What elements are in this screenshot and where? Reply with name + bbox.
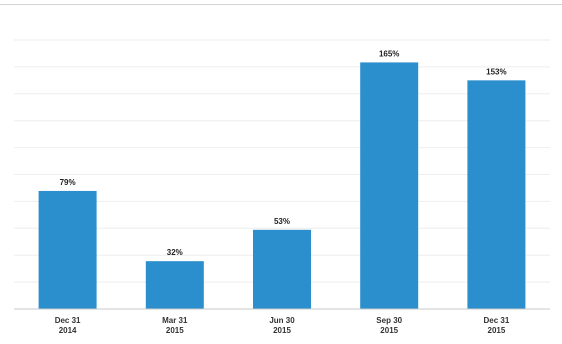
x-tick-label-line: Sep 30 [376, 316, 402, 325]
x-tick-label-line: 2015 [488, 326, 506, 335]
data-label-4: 153% [486, 67, 506, 76]
data-label-1: 32% [167, 248, 183, 257]
x-tick-label-line: 2015 [166, 326, 184, 335]
x-tick-label-line: Jun 30 [269, 316, 295, 325]
x-tick-label-2: Jun 30 2015 [269, 316, 295, 335]
bar-2 [253, 229, 311, 309]
x-tick-label-line: 2015 [273, 326, 291, 335]
bar-4 [467, 80, 526, 309]
x-tick-label-line: Dec 31 [55, 316, 81, 325]
bar-3 [360, 62, 419, 309]
data-labels: 79% 32% 53% 165% 153% [60, 49, 507, 257]
bar-0 [38, 190, 97, 309]
bars [38, 62, 526, 309]
x-tick-label-1: Mar 31 2015 [162, 316, 188, 335]
data-label-0: 79% [60, 178, 76, 187]
x-tick-label-line: Mar 31 [162, 316, 188, 325]
x-tick-label-line: Dec 31 [484, 316, 510, 325]
x-tick-label-3: Sep 30 2015 [376, 316, 402, 335]
top-divider [0, 4, 562, 5]
data-label-3: 165% [379, 49, 399, 58]
bar-1 [145, 261, 204, 309]
x-tick-label-line: 2014 [59, 326, 77, 335]
x-tick-label-0: Dec 31 2014 [55, 316, 81, 335]
x-tick-label-4: Dec 31 2015 [484, 316, 510, 335]
data-label-2: 53% [274, 217, 290, 226]
x-tick-label-line: 2015 [380, 326, 398, 335]
